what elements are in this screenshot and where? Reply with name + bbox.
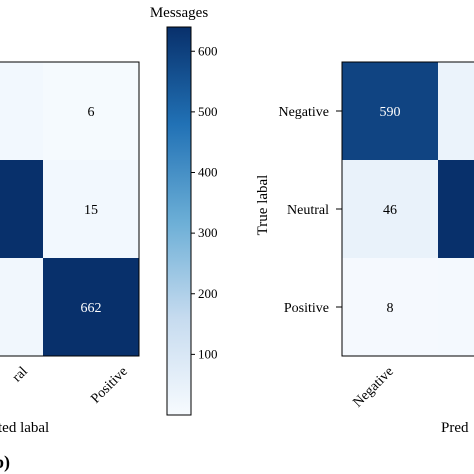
right-y-tick-label: Neutral bbox=[287, 203, 329, 218]
heatmap-cell bbox=[0, 62, 43, 160]
heatmap-cell bbox=[43, 258, 139, 356]
colorbar-ticks: 100 200 300 400 500 600 bbox=[191, 43, 218, 361]
heatmap-cell bbox=[342, 160, 438, 258]
left-xlabel: ted labal bbox=[0, 420, 49, 436]
heatmap-cell bbox=[0, 160, 43, 258]
heatmap-cell bbox=[438, 62, 474, 160]
left-x-tick-label: Positive bbox=[88, 364, 131, 407]
colorbar-tick-label: 400 bbox=[198, 165, 218, 180]
cell-value-label: 46 bbox=[383, 203, 397, 218]
right-xlabel: Pred bbox=[441, 420, 469, 436]
cell-value-label: 6 bbox=[88, 105, 95, 120]
left-confusion-matrix: 6515662ralPositive bbox=[0, 61, 140, 407]
colorbar-tick-label: 500 bbox=[198, 104, 218, 119]
right-ylabel: True labal bbox=[255, 175, 271, 236]
heatmap-cell bbox=[43, 62, 139, 160]
panel-label: b) bbox=[0, 452, 10, 473]
left-x-tick-label: ral bbox=[10, 364, 31, 385]
colorbar: Messages 100 200 300 400 500 600 bbox=[150, 5, 218, 416]
cell-value-label: 15 bbox=[84, 203, 98, 218]
right-y-tick-label: Negative bbox=[278, 105, 329, 120]
colorbar-tick-label: 100 bbox=[198, 346, 218, 361]
right-x-tick-label: Negative bbox=[350, 364, 396, 410]
heatmap-cell bbox=[0, 258, 43, 356]
right-y-tick-label: Positive bbox=[284, 301, 329, 316]
right-confusion-matrix: 590468NegativeNeutralPositiveNegativeN bbox=[278, 61, 474, 411]
cell-value-label: 590 bbox=[380, 105, 401, 120]
heatmap-cell bbox=[438, 258, 474, 356]
colorbar-tick-label: 200 bbox=[198, 286, 218, 301]
colorbar-tick-label: 300 bbox=[198, 225, 218, 240]
heatmap-cell bbox=[438, 160, 474, 258]
heatmap-cell bbox=[342, 258, 438, 356]
heatmap-cell bbox=[342, 62, 438, 160]
colorbar-gradient bbox=[166, 26, 192, 416]
colorbar-tick-label: 600 bbox=[198, 43, 218, 58]
cell-value-label: 8 bbox=[387, 301, 394, 316]
heatmap-frame bbox=[0, 61, 140, 357]
cell-value-label: 662 bbox=[81, 301, 102, 316]
heatmap-cell bbox=[43, 160, 139, 258]
colorbar-title: Messages bbox=[150, 5, 208, 21]
